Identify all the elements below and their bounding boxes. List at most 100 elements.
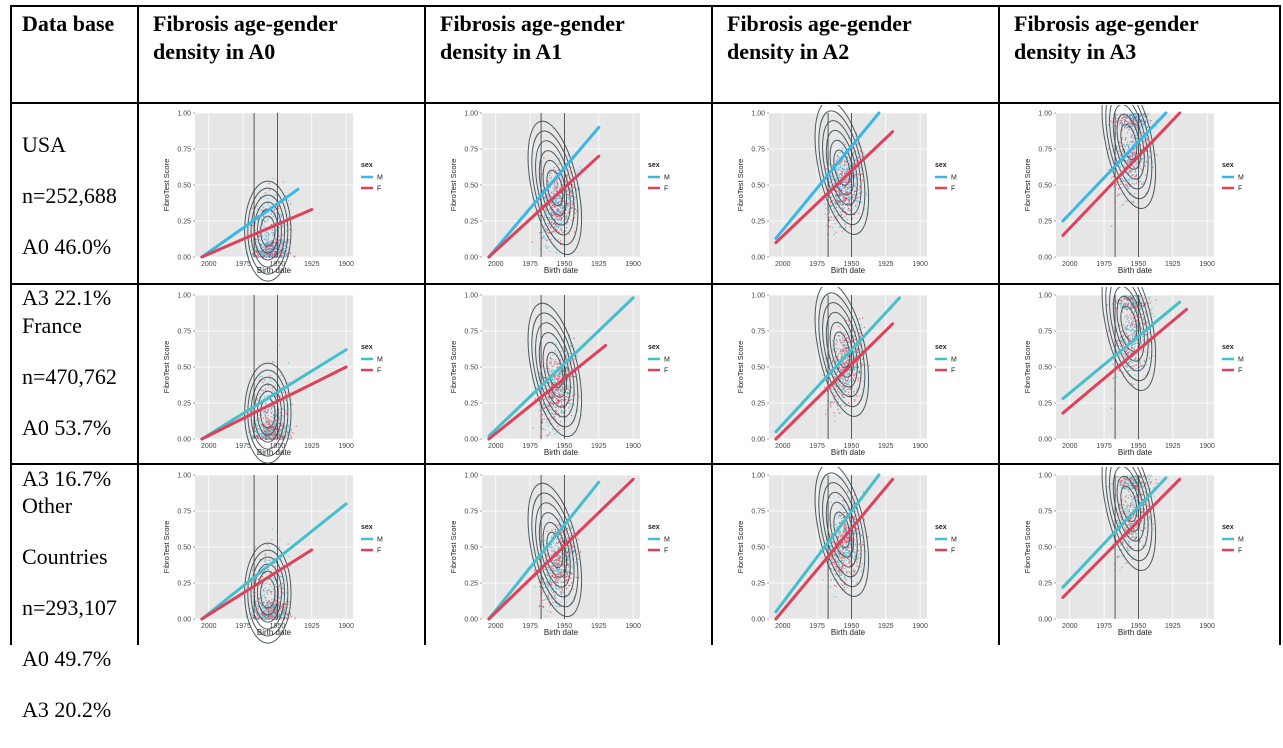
data-point [853, 393, 854, 394]
data-point [849, 380, 850, 381]
data-point [256, 436, 257, 437]
data-point [267, 432, 268, 433]
data-point [831, 366, 832, 367]
data-point [839, 196, 840, 197]
data-point [261, 389, 262, 390]
data-point [272, 255, 273, 256]
data-point [1140, 181, 1141, 182]
data-point [570, 192, 571, 193]
data-point [848, 379, 849, 380]
data-point [269, 255, 270, 256]
data-point [554, 396, 555, 397]
data-point [577, 356, 578, 357]
data-point [285, 410, 286, 411]
data-point [556, 389, 557, 390]
data-point [553, 214, 554, 215]
data-point [553, 406, 554, 407]
data-point [850, 198, 851, 199]
data-point [848, 332, 849, 333]
data-point [267, 242, 268, 243]
data-point [282, 408, 283, 409]
data-point [852, 198, 853, 199]
data-point [544, 215, 545, 216]
data-point [556, 200, 557, 201]
data-point [262, 376, 263, 377]
data-point [267, 418, 268, 419]
y-axis-label: FibroTest Score [449, 159, 458, 212]
legend-title: sex [935, 344, 947, 351]
data-point [565, 219, 566, 220]
data-point [550, 357, 551, 358]
data-point [562, 412, 563, 413]
row-label-line: USA [22, 132, 117, 158]
data-point [1128, 147, 1129, 148]
data-point [558, 197, 559, 198]
data-point [842, 388, 843, 389]
data-point [1141, 121, 1142, 122]
data-point [286, 412, 287, 413]
data-point [281, 214, 282, 215]
data-point [566, 218, 567, 219]
data-point [271, 428, 272, 429]
y-axis-label: FibroTest Score [736, 341, 745, 394]
data-point [271, 412, 272, 413]
data-point [1143, 142, 1144, 143]
data-point [554, 364, 555, 365]
data-point [259, 430, 260, 431]
data-point [547, 232, 548, 233]
data-point [832, 165, 833, 166]
data-point [1151, 301, 1152, 302]
row-label-line: A0 46.0% [22, 234, 117, 260]
data-point [859, 186, 860, 187]
data-point [577, 411, 578, 412]
data-point [858, 174, 859, 175]
data-point [264, 396, 265, 397]
data-point [840, 170, 841, 171]
data-point [849, 369, 850, 370]
data-point [849, 372, 850, 373]
row-label-other: Other Countries n=293,107 A0 49.7% A3 20… [22, 467, 117, 748]
data-point [269, 183, 270, 184]
data-point [275, 434, 276, 435]
data-point [840, 342, 841, 343]
data-point [1119, 125, 1120, 126]
data-point [566, 207, 567, 208]
data-point [1137, 138, 1138, 139]
data-point [565, 399, 566, 400]
data-point [556, 393, 557, 394]
data-point [558, 429, 559, 430]
data-point [555, 187, 556, 188]
data-point [551, 222, 552, 223]
data-point [256, 251, 257, 252]
data-point [553, 188, 554, 189]
data-point [840, 385, 841, 386]
data-point [853, 152, 854, 153]
header-a1: Fibrosis age-gender density in A1 [440, 10, 670, 66]
data-point [861, 324, 862, 325]
data-point [843, 169, 844, 170]
data-point [838, 349, 839, 350]
data-point [845, 383, 846, 384]
data-point [1121, 137, 1122, 138]
data-point [275, 251, 276, 252]
x-tick-label: 2000 [775, 443, 791, 450]
data-point [544, 219, 545, 220]
data-point [547, 396, 548, 397]
data-point [551, 402, 552, 403]
data-point [1131, 136, 1132, 137]
data-point [842, 149, 843, 150]
data-point [558, 163, 559, 164]
data-point [844, 363, 845, 364]
data-point [266, 240, 267, 241]
data-point [1132, 117, 1133, 118]
y-tick-label: 0.50 [751, 183, 765, 190]
data-point [551, 177, 552, 178]
data-point [557, 410, 558, 411]
data-point [854, 369, 855, 370]
data-point [844, 200, 845, 201]
data-point [839, 200, 840, 201]
data-point [257, 434, 258, 435]
data-point [268, 418, 269, 419]
